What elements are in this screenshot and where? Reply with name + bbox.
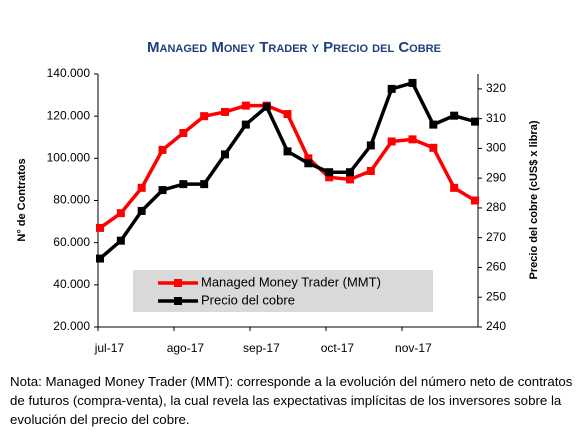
y-tick-label: 40.000 bbox=[53, 277, 90, 291]
point bbox=[304, 154, 313, 163]
series-line bbox=[98, 81, 476, 260]
y2-tick-label: 320 bbox=[486, 81, 506, 95]
point bbox=[450, 111, 459, 120]
point bbox=[96, 223, 104, 232]
y-tick-label: 60.000 bbox=[53, 235, 90, 249]
point bbox=[158, 186, 167, 195]
point bbox=[283, 110, 292, 119]
y2-tick-label: 300 bbox=[486, 141, 506, 155]
y-tick-label: 20.000 bbox=[53, 319, 90, 333]
point bbox=[221, 150, 229, 159]
y2-tick-label: 280 bbox=[486, 200, 506, 214]
y2-axis-label: Precio del cobre (cUS$ x libra) bbox=[528, 120, 540, 279]
legend-marker bbox=[174, 297, 182, 305]
point bbox=[116, 209, 125, 218]
point bbox=[241, 120, 250, 129]
point bbox=[325, 168, 334, 177]
x-tick-label: ago-17 bbox=[167, 341, 205, 355]
point bbox=[366, 166, 375, 175]
point bbox=[471, 196, 479, 205]
y2-tick-label: 310 bbox=[486, 111, 506, 125]
point bbox=[200, 180, 209, 189]
legend-marker bbox=[174, 279, 182, 287]
note: Nota: Managed Money Trader (MMT): corres… bbox=[10, 374, 573, 427]
y2-tick-label: 290 bbox=[486, 170, 506, 184]
y-tick-label: 100.000 bbox=[47, 151, 91, 165]
legend-box bbox=[133, 270, 433, 312]
point bbox=[262, 102, 271, 111]
point bbox=[429, 143, 438, 152]
point bbox=[179, 129, 188, 138]
point bbox=[241, 101, 250, 110]
x-tick-label: oct-17 bbox=[321, 341, 355, 355]
x-tick-label: jul-17 bbox=[94, 341, 125, 355]
point bbox=[346, 175, 354, 184]
y-axis-label: N° de Contratos bbox=[16, 158, 28, 241]
y2-tick-label: 240 bbox=[486, 319, 506, 333]
y2-tick-label: 250 bbox=[486, 289, 506, 303]
point bbox=[429, 120, 438, 129]
y-tick-label: 140.000 bbox=[47, 66, 91, 80]
point bbox=[408, 78, 417, 87]
point bbox=[221, 107, 229, 116]
point bbox=[304, 159, 313, 168]
y-tick-label: 120.000 bbox=[47, 108, 91, 122]
point bbox=[116, 236, 125, 245]
series-line bbox=[98, 103, 476, 230]
chart-title: Managed Money Trader y Precio del Cobre bbox=[147, 39, 441, 56]
point bbox=[137, 206, 146, 215]
y-tick-label: 80.000 bbox=[53, 193, 90, 207]
point bbox=[387, 84, 396, 93]
point bbox=[96, 254, 104, 263]
point bbox=[283, 147, 292, 156]
point bbox=[179, 180, 188, 189]
point bbox=[325, 173, 334, 182]
point bbox=[450, 183, 459, 192]
point bbox=[366, 141, 375, 150]
point bbox=[387, 137, 396, 146]
y2-tick-label: 270 bbox=[486, 230, 506, 244]
point bbox=[158, 145, 167, 154]
point bbox=[137, 183, 146, 192]
point bbox=[346, 168, 354, 177]
x-tick-label: nov-17 bbox=[395, 341, 432, 355]
legend-label: Managed Money Trader (MMT) bbox=[201, 274, 381, 289]
x-tick-label: sep-17 bbox=[243, 341, 280, 355]
point bbox=[471, 117, 479, 126]
point bbox=[408, 135, 417, 144]
chart: Managed Money Trader y Precio del Cobre … bbox=[16, 39, 540, 355]
legend-label: Precio del cobre bbox=[201, 292, 295, 307]
y2-tick-label: 260 bbox=[486, 260, 506, 274]
point bbox=[200, 112, 209, 121]
